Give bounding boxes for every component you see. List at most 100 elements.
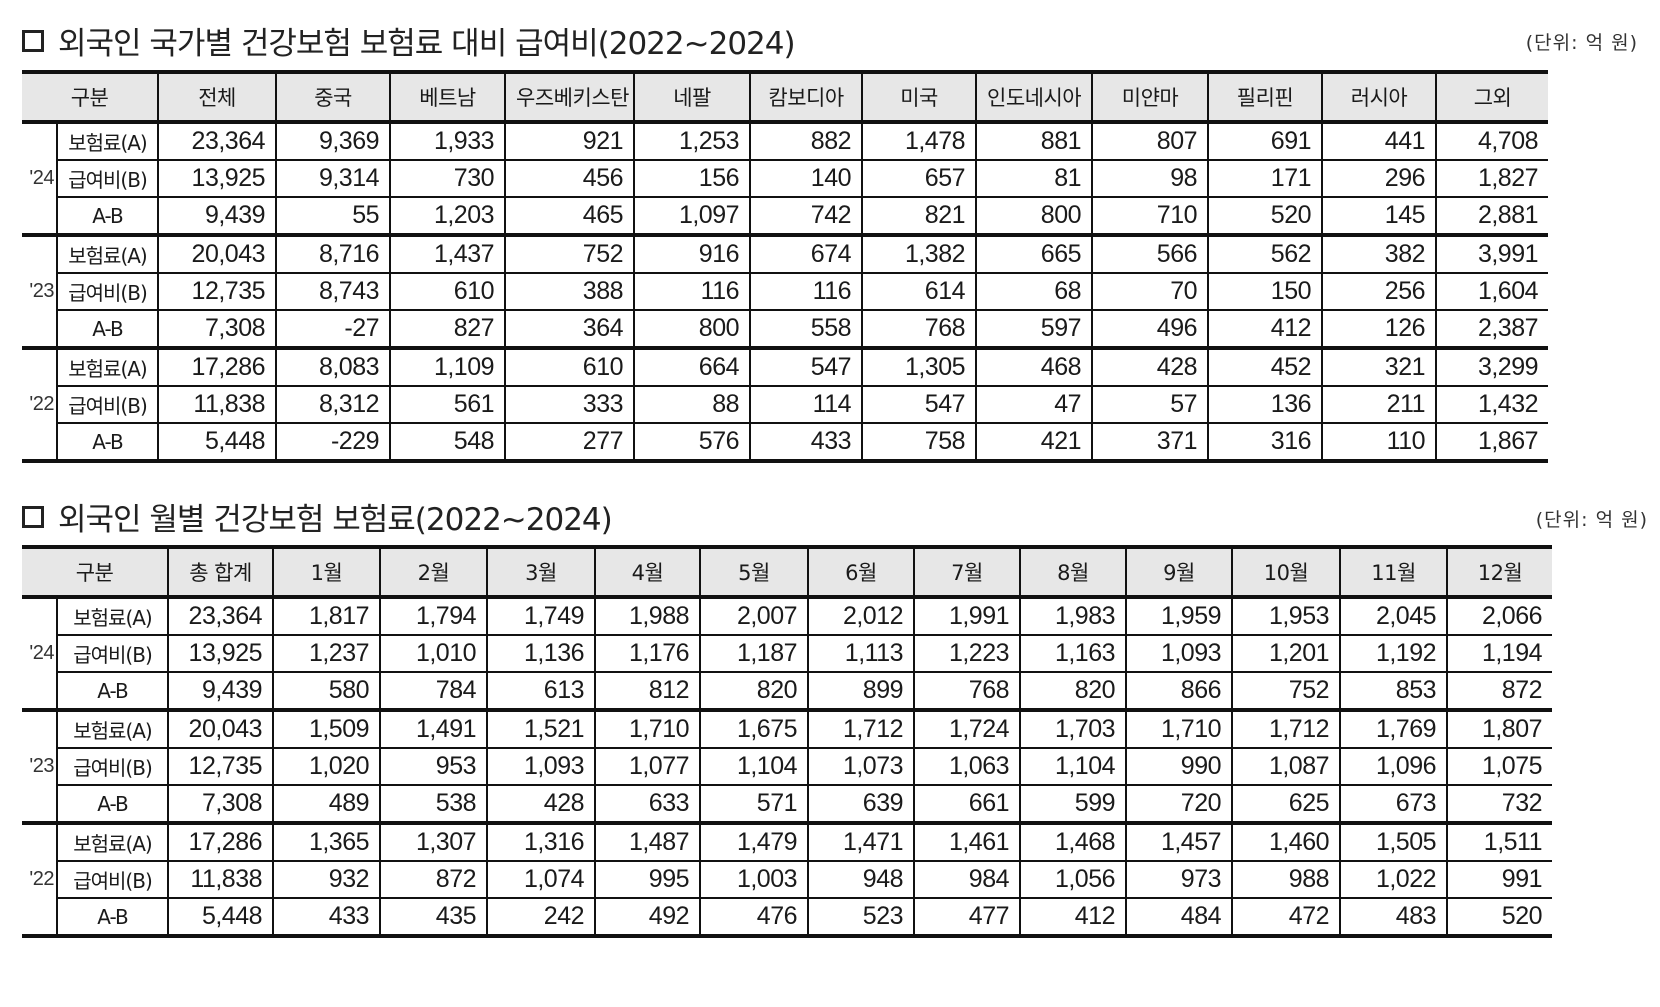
table-row: 급여비(B) 12,735 8,743 610 388 116 116 614 68 70 150 2… bbox=[22, 272, 1549, 311]
value-cell: 20,043 bbox=[167, 709, 275, 749]
value-cell: 3,991 bbox=[1435, 234, 1549, 274]
value-cell: 1,093 bbox=[486, 747, 597, 786]
value-cell: 988 bbox=[1231, 860, 1342, 899]
value-cell: 321 bbox=[1321, 347, 1438, 387]
value-cell: 277 bbox=[504, 422, 636, 463]
value-cell: 614 bbox=[861, 272, 978, 311]
value-cell: 364 bbox=[504, 309, 636, 350]
value-cell: 1,703 bbox=[1019, 709, 1128, 749]
value-cell: 1,437 bbox=[389, 234, 507, 274]
value-cell: 597 bbox=[975, 309, 1094, 350]
value-cell: 547 bbox=[749, 347, 864, 387]
value-cell: 8,083 bbox=[275, 347, 392, 387]
value-cell: 1,104 bbox=[1019, 747, 1128, 786]
table-row: A-B 7,308 489 538 428 633 571 639 661 599 720 625 67… bbox=[22, 784, 1553, 825]
value-cell: 11,838 bbox=[157, 385, 278, 424]
column-header: 12월 bbox=[1446, 545, 1553, 599]
value-cell: 484 bbox=[1125, 897, 1234, 938]
value-cell: 820 bbox=[699, 671, 810, 712]
value-cell: 8,743 bbox=[275, 272, 392, 311]
value-cell: 1,075 bbox=[1446, 747, 1553, 786]
value-cell: 483 bbox=[1339, 897, 1449, 938]
row-label: A-B bbox=[55, 784, 170, 825]
row-label: A-B bbox=[55, 671, 170, 712]
value-cell: 9,439 bbox=[167, 671, 275, 712]
value-cell: 9,314 bbox=[275, 159, 392, 198]
value-cell: 98 bbox=[1091, 159, 1210, 198]
value-cell: 768 bbox=[913, 671, 1022, 712]
value-cell: 566 bbox=[1091, 234, 1210, 274]
table-row: A-B 9,439 580 784 613 812 820 899 768 820 866 752 85… bbox=[22, 671, 1553, 712]
value-cell: 610 bbox=[504, 347, 636, 387]
column-header: 11월 bbox=[1339, 545, 1449, 599]
value-cell: 1,163 bbox=[1019, 634, 1128, 673]
value-cell: 990 bbox=[1125, 747, 1234, 786]
value-cell: 1,022 bbox=[1339, 860, 1449, 899]
value-cell: 538 bbox=[379, 784, 489, 825]
value-cell: 412 bbox=[1207, 309, 1324, 350]
column-header: 전체 bbox=[157, 70, 278, 124]
row-label: 보험료(A) bbox=[55, 822, 170, 862]
value-cell: 674 bbox=[749, 234, 864, 274]
value-cell: 1,136 bbox=[486, 634, 597, 673]
value-cell: 1,505 bbox=[1339, 822, 1449, 862]
value-cell: 489 bbox=[272, 784, 382, 825]
column-header: 4월 bbox=[594, 545, 702, 599]
value-cell: 576 bbox=[633, 422, 752, 463]
value-cell: 1,712 bbox=[807, 709, 916, 749]
value-cell: 1,203 bbox=[389, 196, 507, 237]
value-cell: 55 bbox=[275, 196, 392, 237]
value-cell: 1,604 bbox=[1435, 272, 1549, 311]
value-cell: 7,308 bbox=[157, 309, 278, 350]
value-cell: 4,708 bbox=[1435, 121, 1549, 161]
value-cell: 23,364 bbox=[167, 596, 275, 636]
column-header: 10월 bbox=[1231, 545, 1342, 599]
value-cell: 7,308 bbox=[167, 784, 275, 825]
value-cell: 633 bbox=[594, 784, 702, 825]
value-cell: 1,020 bbox=[272, 747, 382, 786]
column-header: 필리핀 bbox=[1207, 70, 1324, 124]
value-cell: 742 bbox=[749, 196, 864, 237]
year-label: '22 bbox=[22, 822, 58, 938]
value-cell: 899 bbox=[807, 671, 916, 712]
value-cell: 866 bbox=[1125, 671, 1234, 712]
value-cell: 428 bbox=[486, 784, 597, 825]
column-header: 8월 bbox=[1019, 545, 1128, 599]
value-cell: 242 bbox=[486, 897, 597, 938]
column-header: 9월 bbox=[1125, 545, 1234, 599]
value-cell: 752 bbox=[1231, 671, 1342, 712]
monthly-table: 구분 총 합계 1월 2월 3월 4월 5월 6월 7월 8월 9월 10월 11월 12월 '24 보험료… bbox=[22, 545, 1553, 938]
value-cell: 1,093 bbox=[1125, 634, 1234, 673]
value-cell: 1,959 bbox=[1125, 596, 1234, 636]
value-cell: 732 bbox=[1446, 784, 1553, 825]
value-cell: 784 bbox=[379, 671, 489, 712]
value-cell: 1,056 bbox=[1019, 860, 1128, 899]
value-cell: 1,769 bbox=[1339, 709, 1449, 749]
value-cell: 68 bbox=[975, 272, 1094, 311]
value-cell: 921 bbox=[504, 121, 636, 161]
value-cell: 465 bbox=[504, 196, 636, 237]
table-row: A-B 5,448 433 435 242 492 476 523 477 412 484 472 48… bbox=[22, 897, 1553, 938]
value-cell: 1,073 bbox=[807, 747, 916, 786]
column-header: 우즈베키스탄 bbox=[504, 70, 636, 124]
column-header: 총 합계 bbox=[167, 545, 275, 599]
value-cell: 70 bbox=[1091, 272, 1210, 311]
table-row: '24 보험료(A) 23,364 1,817 1,794 1,749 1,988 2,007… bbox=[22, 596, 1553, 712]
column-header: 7월 bbox=[913, 545, 1022, 599]
table-row: 급여비(B) 13,925 1,237 1,010 1,136 1,176 1,187 1,1… bbox=[22, 634, 1553, 673]
value-cell: 3,299 bbox=[1435, 347, 1549, 387]
value-cell: 110 bbox=[1321, 422, 1438, 463]
value-cell: 116 bbox=[749, 272, 864, 311]
row-label: 급여비(B) bbox=[55, 272, 160, 311]
value-cell: 520 bbox=[1207, 196, 1324, 237]
value-cell: 800 bbox=[633, 309, 752, 350]
value-cell: 1,253 bbox=[633, 121, 752, 161]
value-cell: 665 bbox=[975, 234, 1094, 274]
column-header: 베트남 bbox=[389, 70, 507, 124]
value-cell: 13,925 bbox=[167, 634, 275, 673]
row-label: 보험료(A) bbox=[55, 234, 160, 274]
value-cell: 441 bbox=[1321, 121, 1438, 161]
value-cell: 333 bbox=[504, 385, 636, 424]
value-cell: 1,096 bbox=[1339, 747, 1449, 786]
value-cell: 456 bbox=[504, 159, 636, 198]
